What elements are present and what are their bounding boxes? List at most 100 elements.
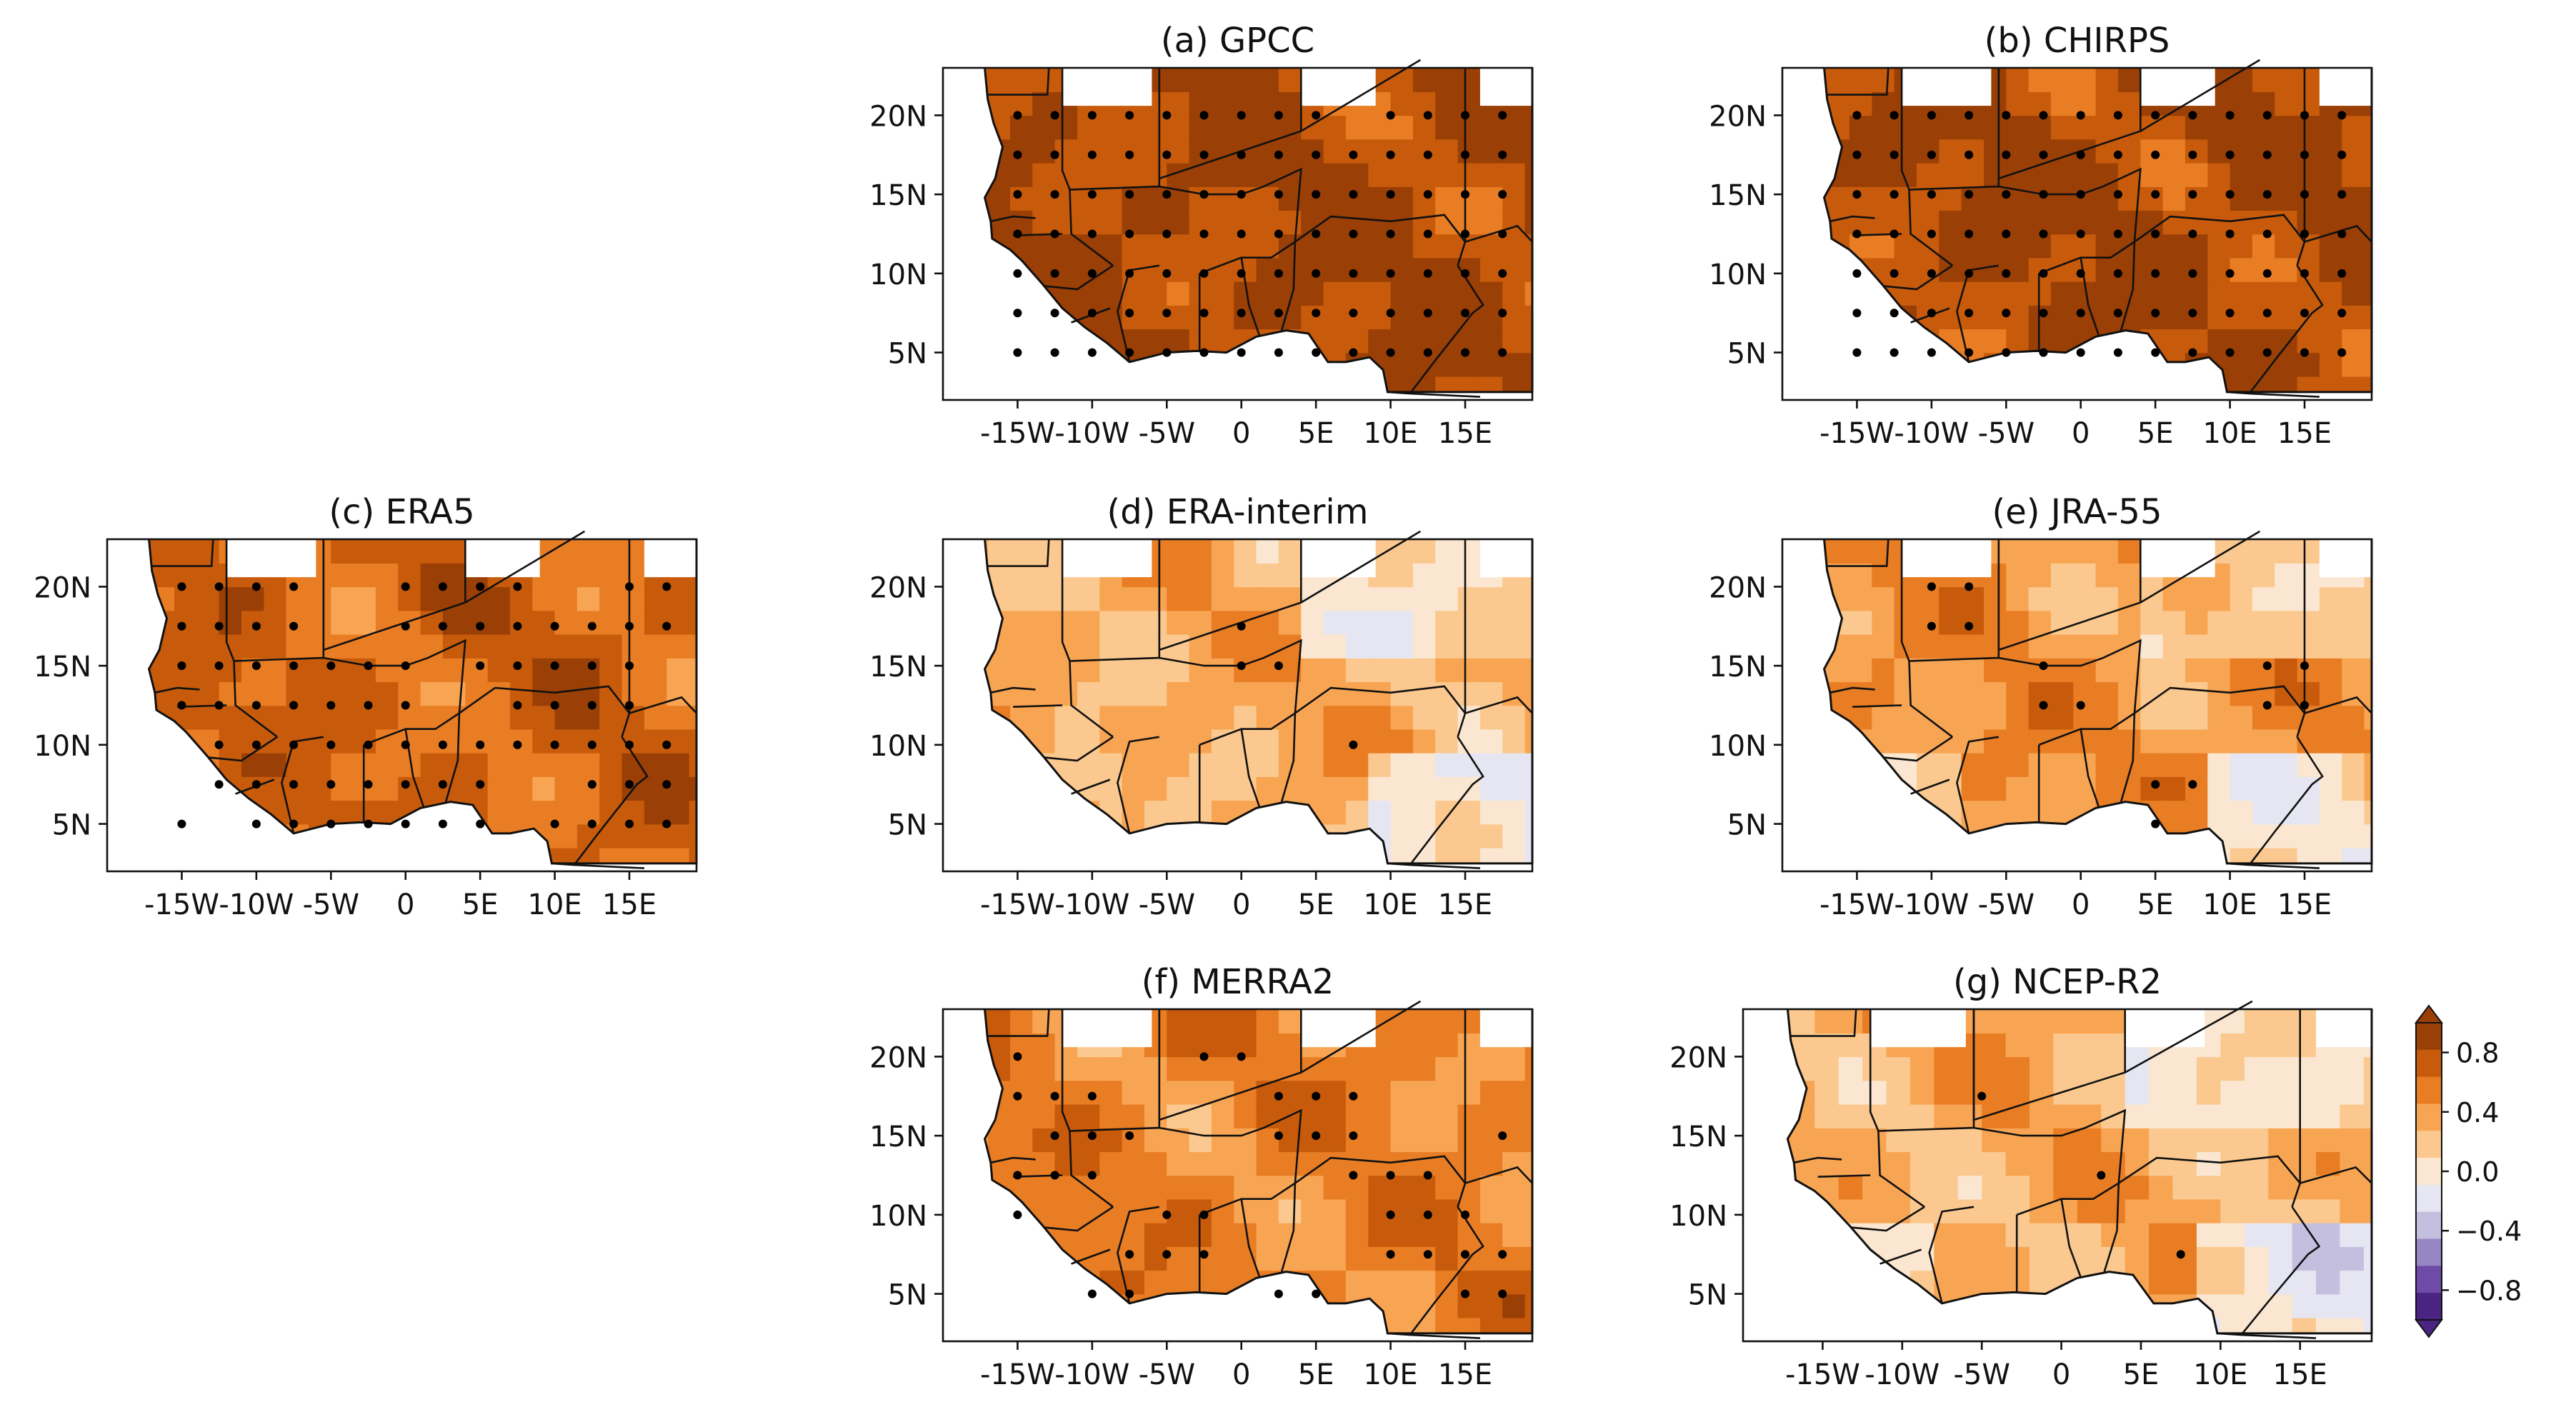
stippling-b (1852, 111, 2347, 357)
field-cell (1323, 139, 1347, 164)
field-cell (1457, 257, 1481, 282)
field-cell (2028, 91, 2052, 116)
field-cell (107, 800, 130, 824)
field-cell (2230, 800, 2253, 825)
significance-dot (1125, 229, 1134, 239)
field-cell (1167, 115, 1190, 140)
field-cell (1301, 305, 1324, 330)
field-cell (1827, 634, 1850, 659)
field-cell (1939, 139, 1962, 164)
field-cell (1502, 352, 1526, 377)
field-cell (1412, 115, 1436, 140)
field-cell (2220, 1175, 2245, 1200)
field-cell (1010, 1222, 1034, 1247)
field-cell (1435, 776, 1459, 801)
field-cell (1412, 1080, 1436, 1105)
field-cell (2149, 1056, 2174, 1081)
lon-tick-label: -15W (144, 888, 219, 921)
significance-dot (1927, 269, 1936, 278)
field-cell (149, 586, 153, 611)
field-cell (644, 728, 667, 753)
field-cell (465, 728, 489, 753)
significance-dot (1125, 1131, 1134, 1141)
field-cell (264, 681, 287, 706)
field-cell (1167, 1033, 1190, 1058)
field-cell (1010, 68, 1034, 92)
field-cell (1234, 1293, 1257, 1318)
field-cell (2230, 352, 2253, 377)
field-cell (2050, 210, 2074, 235)
field-cell (1849, 139, 1873, 164)
field-cell (1412, 1009, 1436, 1033)
field-cell (1457, 539, 1481, 564)
field-cell (984, 823, 989, 848)
field-cell (1838, 1151, 1863, 1176)
field-cell (2364, 186, 2372, 211)
significance-dot (662, 780, 672, 789)
field-cell (1256, 634, 1279, 659)
field-cell (1824, 705, 1828, 730)
significance-dot (326, 661, 336, 671)
field-cell (353, 610, 376, 635)
field-cell (1412, 728, 1436, 753)
field-cell (174, 681, 198, 706)
field-cell (984, 1270, 989, 1295)
field-cell (2319, 776, 2342, 801)
country-border (1300, 530, 1422, 604)
significance-dot (2002, 229, 2011, 239)
field-cell (1010, 634, 1034, 659)
field-cell (2230, 162, 2253, 187)
field-cell (1301, 1103, 1324, 1128)
field-cell (987, 1198, 1011, 1223)
field-cell (1345, 352, 1369, 377)
field-cell (2363, 1198, 2372, 1223)
field-cell (1957, 1175, 1982, 1200)
field-cell (599, 610, 623, 635)
field-cell (943, 729, 966, 753)
field-cell (2297, 68, 2320, 92)
field-cell (554, 610, 578, 635)
field-cell (1743, 1223, 1767, 1247)
country-border (1117, 736, 1160, 834)
field-cell (1814, 1056, 1839, 1081)
field-cell (353, 823, 376, 848)
country-border (1300, 1000, 1422, 1073)
field-cell (1909, 1175, 1935, 1200)
field-cell (1782, 258, 1805, 282)
field-cell (1144, 776, 1168, 801)
field-cell (984, 800, 989, 825)
field-cell (2185, 305, 2208, 330)
field-cell (2207, 305, 2231, 330)
field-cell (1010, 1270, 1034, 1295)
significance-dot (662, 819, 672, 828)
significance-dot (401, 621, 410, 631)
field-cell (1824, 823, 1828, 848)
field-cell (2363, 1056, 2372, 1081)
field-cell (1189, 1270, 1212, 1295)
field-cell (1323, 329, 1347, 354)
field-cell (1189, 610, 1212, 635)
field-cell (1849, 210, 1873, 235)
field-cell (1782, 68, 1805, 92)
significance-dot (1461, 150, 1469, 159)
field-cell (2053, 1080, 2078, 1105)
field-cell (2207, 705, 2231, 730)
field-cell (2364, 776, 2372, 801)
country-border (1044, 264, 1114, 291)
field-cell (2364, 847, 2372, 863)
field-cell (1412, 257, 1436, 282)
significance-dot (1050, 1091, 1059, 1101)
field-cell (2149, 1317, 2174, 1333)
field-cell (1323, 681, 1347, 706)
field-cell (1782, 634, 1805, 659)
lat-tick-label: 20N (1669, 1041, 1727, 1074)
field-cell (1390, 1293, 1414, 1318)
field-cell (1323, 305, 1347, 330)
missing-data-patch (1479, 68, 1532, 106)
field-cell (1234, 800, 1257, 825)
field-cell (532, 634, 556, 659)
colorbar-segment (2416, 1293, 2442, 1321)
field-cell (2319, 234, 2342, 259)
field-cell (2364, 705, 2372, 730)
field-cell (1849, 305, 1873, 330)
